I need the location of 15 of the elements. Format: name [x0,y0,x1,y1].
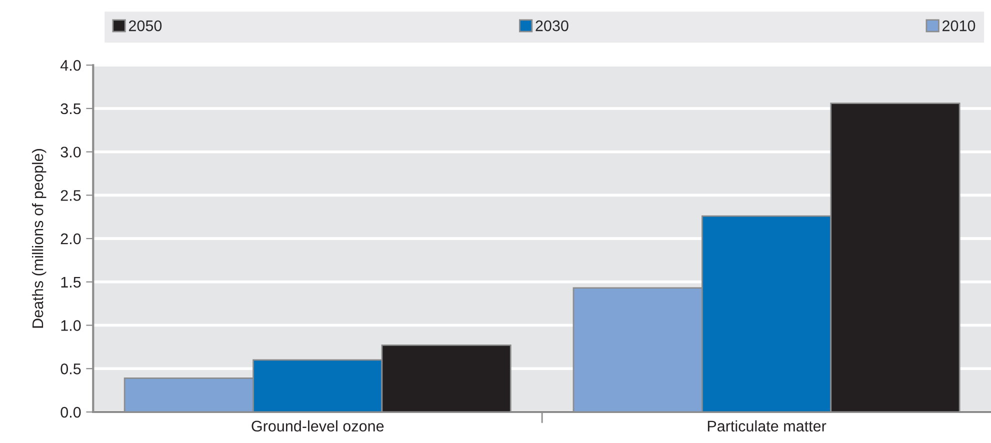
y-tick-label: 4.0 [60,60,81,71]
x-tick-label: Ground-level ozone [252,420,384,432]
y-tick-label: 3.0 [60,146,81,158]
y-tick-label: 0.0 [60,406,81,418]
legend-label: 2030 [536,20,568,32]
y-tick-label: 3.5 [60,103,81,114]
y-tick-label: 2.0 [60,233,81,244]
x-tick-label: Particulate matter [708,420,826,432]
y-tick-label: 1.0 [61,320,81,331]
legend-label: 2050 [128,20,162,32]
y-axis-title: Deaths (millions of people) [32,149,46,328]
y-tick-label: 2.5 [60,190,81,201]
y-tick-label: 0.5 [60,364,81,374]
y-tick-label: 1.5 [61,276,81,288]
legend-label: 2010 [942,20,976,32]
